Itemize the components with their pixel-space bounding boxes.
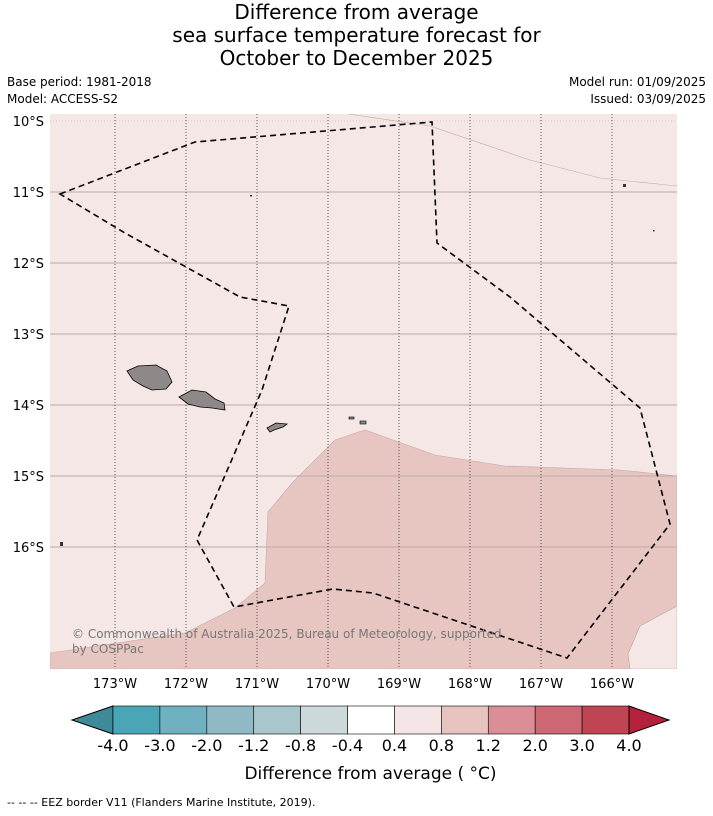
title-line-3: October to December 2025: [219, 46, 494, 70]
base-period: Base period: 1981-2018: [7, 75, 152, 89]
issued-date: Issued: 03/09/2025: [590, 92, 706, 106]
footer-note: -- -- -- EEZ border V11 (Flanders Marine…: [7, 796, 316, 809]
colorbar-tick-label: 0.8: [428, 736, 455, 755]
longitude-labels: 173°W 172°W 171°W 170°W 169°W 168°W 167°W 166°W: [93, 677, 634, 692]
ofu-island: [348, 416, 355, 420]
ocean-anomaly-0-4-to-0-8-corner: [627, 605, 677, 669]
colorbar-tick-label: 3.0: [569, 736, 595, 755]
colorbar-arrow-high: [628, 705, 671, 735]
savaii-island: [126, 364, 173, 391]
longitude-label: 168°W: [448, 677, 492, 692]
tau-island: [359, 420, 367, 425]
colorbar-segment: [394, 705, 442, 735]
eez-border-samoa: [58, 121, 671, 659]
latitude-labels: 10°S 11°S 12°S 13°S 14°S 15°S 16°S: [13, 115, 44, 556]
colorbar-tick-label: -0.8: [285, 736, 317, 755]
meta-left: Base period: 1981-2018 Model: ACCESS-S2: [7, 74, 152, 108]
latitude-label: 15°S: [13, 470, 44, 485]
colorbar: [70, 705, 671, 735]
meta-right: Model run: 01/09/2025 Issued: 03/09/2025: [569, 74, 706, 108]
colorbar-segment: [347, 705, 395, 735]
atoll-marker: [60, 542, 63, 546]
longitude-label: 171°W: [235, 677, 279, 692]
colorbar-segment: [581, 705, 630, 735]
latitude-label: 13°S: [13, 328, 44, 343]
colorbar-segment: [441, 705, 489, 735]
colorbar-segment: [253, 705, 301, 735]
colorbar-tick-label: -1.2: [238, 736, 270, 755]
colorbar-segment: [300, 705, 348, 735]
colorbar-segment: [487, 705, 536, 735]
upolu-island: [178, 389, 226, 411]
colorbar-segment: [159, 705, 208, 735]
copyright-line-1: © Commonwealth of Australia 2025, Bureau…: [72, 627, 502, 641]
colorbar-tick-label: 4.0: [616, 736, 642, 755]
atoll-marker: [623, 184, 626, 187]
colorbar-tick-label: -4.0: [97, 736, 129, 755]
longitude-label: 169°W: [377, 677, 421, 692]
tutuila-island: [266, 422, 289, 433]
colorbar-segment: [112, 705, 161, 735]
latitude-label: 12°S: [13, 257, 44, 272]
model-run: Model run: 01/09/2025: [568, 75, 706, 89]
colorbar-tick-label: -3.0: [144, 736, 176, 755]
colorbar-title: Difference from average ( °C): [244, 764, 497, 784]
map-area: © Commonwealth of Australia 2025, Bureau…: [50, 114, 677, 669]
colorbar-tick-label: 0.4: [381, 736, 408, 755]
longitude-label: 166°W: [590, 677, 634, 692]
graticule: [50, 114, 677, 669]
latitude-label: 14°S: [13, 399, 44, 414]
title-line-1: Difference from average: [234, 0, 479, 24]
latitude-label: 10°S: [13, 115, 44, 130]
longitude-label: 167°W: [519, 677, 563, 692]
model-name: Model: ACCESS-S2: [7, 92, 119, 106]
latitude-label: 16°S: [13, 541, 44, 556]
longitude-label: 173°W: [93, 677, 137, 692]
colorbar-segment: [534, 705, 583, 735]
title-line-2: sea surface temperature forecast for: [172, 23, 541, 47]
colorbar-tick-label: -0.4: [331, 736, 364, 755]
colorbar-arrow-low: [70, 705, 114, 735]
longitude-label: 170°W: [306, 677, 350, 692]
atoll-marker: [653, 230, 655, 232]
longitude-label: 172°W: [164, 677, 208, 692]
latitude-label: 11°S: [13, 186, 44, 201]
colorbar-tick-label: 1.2: [475, 736, 501, 755]
atoll-marker: [250, 195, 252, 197]
copyright-line-2: by COSPPac: [72, 642, 144, 656]
colorbar-segment: [206, 705, 255, 735]
colorbar-tick-label: 2.0: [522, 736, 548, 755]
ocean-anomaly-0-4-to-0-8-north-corner: [347, 114, 677, 187]
colorbar-tick-label: -2.0: [191, 736, 223, 755]
